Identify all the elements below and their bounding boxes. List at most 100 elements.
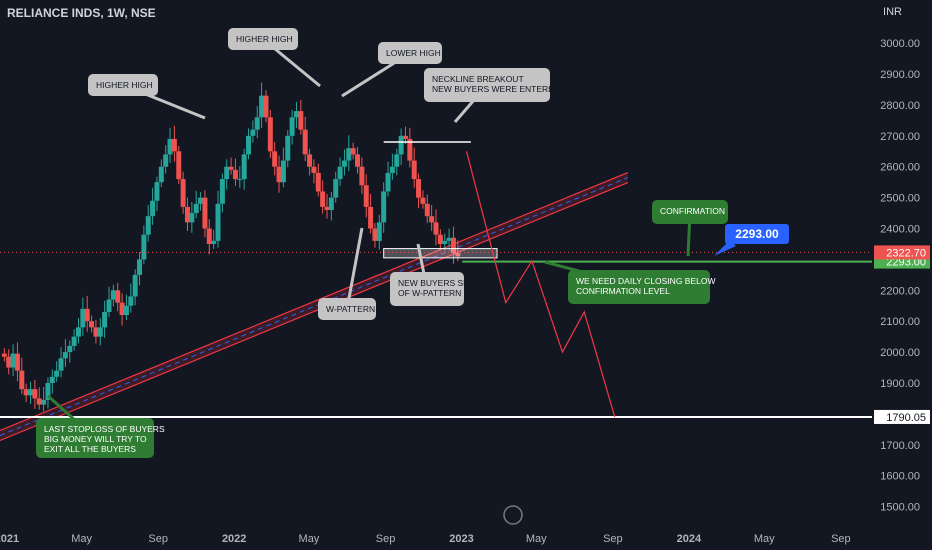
candle-body <box>110 290 116 300</box>
candle-body <box>433 222 439 235</box>
candle-body <box>224 166 230 180</box>
candle-body <box>429 216 435 223</box>
candle-body <box>184 206 190 223</box>
candle-body <box>75 327 81 337</box>
candle-body <box>350 148 356 155</box>
candle-body <box>28 389 34 396</box>
candle-body <box>293 111 299 118</box>
y-tick-label: 3000.00 <box>880 38 920 50</box>
candle-body <box>23 389 29 396</box>
candle-body <box>333 179 339 198</box>
candle-body <box>202 197 208 229</box>
candle-body <box>307 154 313 167</box>
w-pattern-callout <box>318 298 376 320</box>
candle-body <box>402 135 408 139</box>
candle-body <box>80 308 86 328</box>
candle-body <box>145 216 151 235</box>
candle-body <box>150 200 156 217</box>
candle-body <box>389 166 395 173</box>
candle-body <box>54 370 60 377</box>
candle-body <box>267 117 273 152</box>
candle-body <box>450 237 456 254</box>
x-tick-label: 2024 <box>677 533 702 545</box>
candle-body <box>237 179 243 181</box>
candle-body <box>355 154 361 167</box>
candle-body <box>1 353 7 357</box>
y-tick-label: 2500.00 <box>880 193 920 205</box>
candle-body <box>211 240 217 244</box>
last-price-label: 2322.70 <box>886 247 926 259</box>
y-tick-label: 1600.00 <box>880 471 920 483</box>
x-tick-label: Sep <box>831 533 851 545</box>
candle-body <box>180 179 186 207</box>
candle-body <box>10 353 16 368</box>
candle-body <box>45 382 51 400</box>
candle-body <box>137 259 143 275</box>
candle-body <box>341 160 347 167</box>
candle-body <box>280 160 286 183</box>
last-stoploss-callout <box>36 418 154 458</box>
candle-body <box>128 296 134 306</box>
candle-body <box>363 185 369 207</box>
candle-body <box>89 321 95 328</box>
candle-body <box>263 95 269 118</box>
candle-body <box>337 166 343 180</box>
x-tick-label: Sep <box>603 533 623 545</box>
candle-body <box>416 179 422 198</box>
candle-body <box>232 169 238 180</box>
candle-body <box>32 389 38 399</box>
new-buyers-sl-text: OF W-PATTERN <box>398 288 461 298</box>
x-tick-label: May <box>526 533 547 545</box>
candle-body <box>84 308 90 322</box>
candle-body <box>346 148 352 161</box>
y-tick-label: 1700.00 <box>880 440 920 452</box>
candle-body <box>14 353 20 371</box>
candle-body <box>97 327 103 337</box>
higher-high-1-callout <box>88 74 158 96</box>
x-tick-label: 2023 <box>449 533 473 545</box>
last-stoploss-text: BIG MONEY WILL TRY TO <box>44 434 147 444</box>
trend-channel-lower <box>0 181 629 442</box>
candle-body <box>58 358 64 371</box>
x-tick-label: 2021 <box>0 533 19 545</box>
w-pattern-text: W-PATTERN <box>326 304 375 314</box>
y-tick-label: 2400.00 <box>880 224 920 236</box>
candle-body <box>93 327 99 337</box>
y-tick-label: 2900.00 <box>880 69 920 81</box>
candle-body <box>407 138 413 161</box>
candle-body <box>198 197 204 204</box>
currency-label: INR <box>883 6 902 18</box>
x-tick-label: Sep <box>148 533 168 545</box>
daily-closing-callout <box>568 270 710 304</box>
candle-body <box>285 135 291 161</box>
candle-body <box>154 182 160 201</box>
new-buyers-sl-text: NEW BUYERS SL <box>398 278 468 288</box>
confirmation-callout <box>652 200 728 224</box>
candle-body <box>315 172 321 192</box>
lower-high-text: LOWER HIGH <box>386 48 441 58</box>
candle-body <box>302 129 308 155</box>
candle-body <box>398 135 404 155</box>
w-pattern-pointer <box>345 227 364 310</box>
level-tag-label: 1790.05 <box>886 412 926 424</box>
price-tag-box <box>725 224 789 244</box>
candle-body <box>298 111 304 130</box>
x-tick-label: May <box>754 533 775 545</box>
neckline-breakout-callout <box>424 68 550 102</box>
price-tag-label: 2293.00 <box>735 227 779 241</box>
candle-body <box>228 166 234 170</box>
candle-body <box>394 154 400 167</box>
candle-body <box>311 166 317 173</box>
candle-body <box>272 151 278 167</box>
candle-body <box>158 166 164 183</box>
candle-body <box>420 197 426 204</box>
candle-body <box>446 237 452 241</box>
higher-high-1-text: HIGHER HIGH <box>96 80 153 90</box>
neckline-breakout-text: NECKLINE BREAKOUT <box>432 74 524 84</box>
candle-body <box>372 228 378 241</box>
last-stoploss-text: LAST STOPLOSS OF BUYERS <box>44 424 165 434</box>
candle-body <box>163 154 169 167</box>
higher-high-2-text: HIGHER HIGH <box>236 34 293 44</box>
